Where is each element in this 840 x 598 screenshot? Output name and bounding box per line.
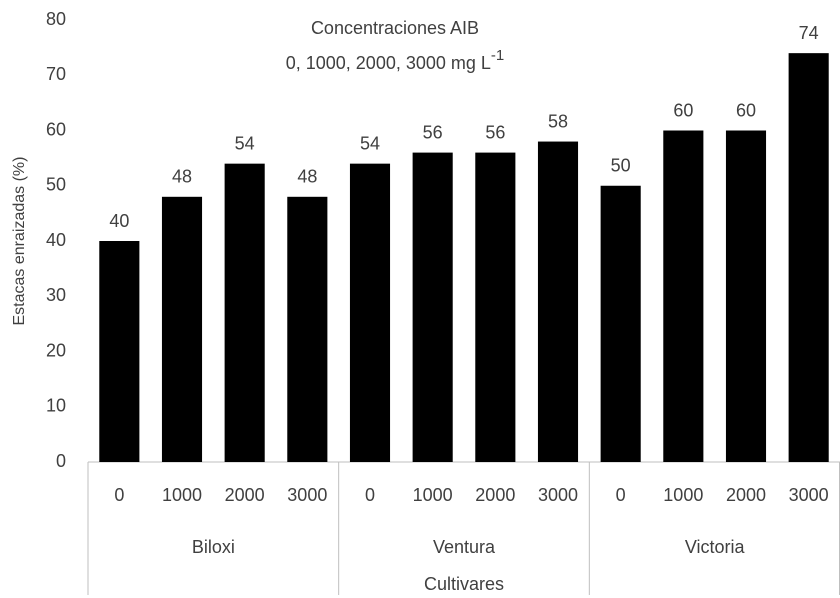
value-label: 48 [297, 167, 317, 187]
bar [600, 185, 641, 462]
x-tick-label: 0 [365, 485, 375, 505]
y-tick-label: 20 [46, 340, 66, 360]
bar [349, 163, 391, 462]
bar [412, 152, 453, 462]
y-tick-label: 0 [56, 451, 66, 471]
bar [224, 163, 265, 462]
bar [161, 196, 203, 463]
value-label: 58 [548, 111, 568, 131]
bar [99, 241, 140, 462]
chart-subtitle: 0, 1000, 2000, 3000 mg L-1 [286, 47, 505, 73]
bar [725, 130, 767, 462]
x-tick-label: 1000 [162, 485, 202, 505]
group-label: Ventura [433, 537, 496, 557]
bar [663, 130, 704, 462]
chart-title: Concentraciones AIB [311, 18, 479, 38]
subtitle-text: 0, 1000, 2000, 3000 mg L [286, 53, 491, 73]
value-label: 50 [611, 156, 631, 176]
value-label: 48 [172, 167, 192, 187]
bar [287, 196, 328, 463]
value-label: 60 [736, 100, 756, 120]
value-label: 54 [235, 133, 255, 153]
x-tick-label: 3000 [287, 485, 327, 505]
x-tick-label: 3000 [538, 485, 578, 505]
y-tick-label: 60 [46, 119, 66, 139]
x-tick-label: 2000 [475, 485, 515, 505]
value-label: 54 [360, 133, 380, 153]
bar [788, 53, 829, 463]
x-tick-label: 2000 [225, 485, 265, 505]
value-label: 74 [799, 23, 819, 43]
x-tick-label: 0 [114, 485, 124, 505]
y-tick-label: 30 [46, 285, 66, 305]
y-tick-label: 10 [46, 396, 66, 416]
y-tick-label: 80 [46, 9, 66, 29]
group-label: Biloxi [192, 537, 235, 557]
group-label: Victoria [685, 537, 746, 557]
subtitle-superscript: -1 [491, 47, 504, 64]
value-label: 56 [423, 122, 443, 142]
x-tick-label: 1000 [663, 485, 703, 505]
x-tick-label: 0 [616, 485, 626, 505]
value-label: 60 [673, 100, 693, 120]
x-axis-label: Cultivares [424, 574, 504, 594]
y-tick-label: 70 [46, 64, 66, 84]
value-label: 56 [485, 122, 505, 142]
y-tick-label: 40 [46, 230, 66, 250]
bar [537, 141, 579, 463]
y-axis-label: Estacas enraizadas (%) [11, 157, 28, 326]
bar [475, 152, 516, 462]
x-tick-label: 2000 [726, 485, 766, 505]
x-tick-label: 3000 [789, 485, 829, 505]
y-tick-label: 50 [46, 175, 66, 195]
value-label: 40 [109, 211, 129, 231]
x-tick-label: 1000 [413, 485, 453, 505]
